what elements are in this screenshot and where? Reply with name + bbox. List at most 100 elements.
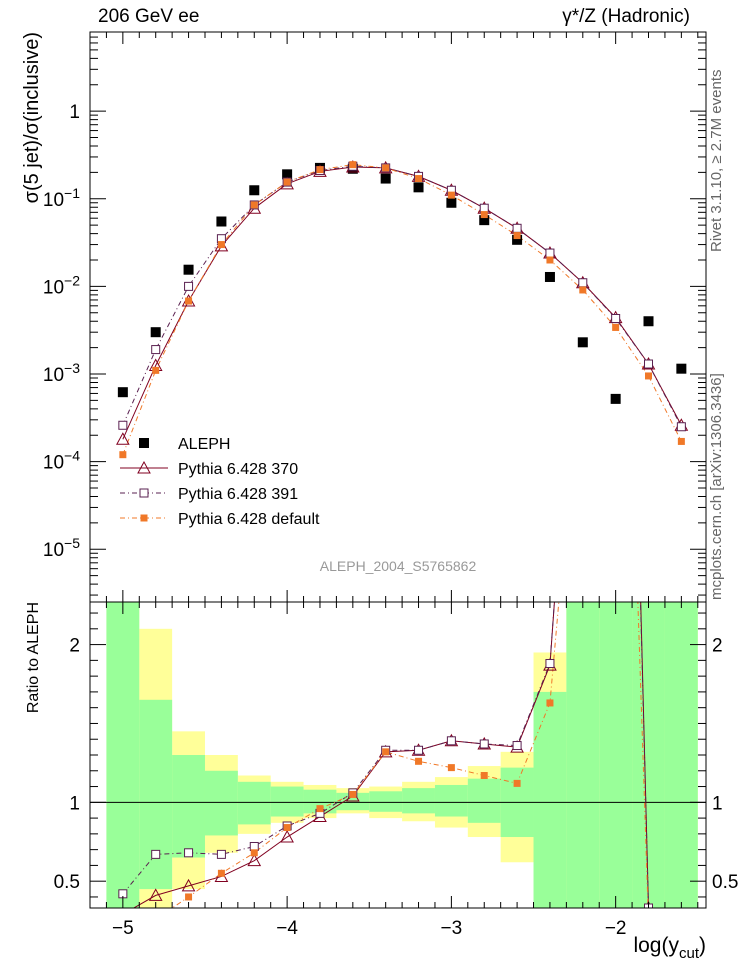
ratio-y-tick-label-right: 2 (712, 636, 723, 657)
analysis-id-label: ALEPH_2004_S5765862 (320, 558, 477, 574)
band-green-3 (204, 770, 238, 836)
point-pythia-6-428-default-0 (119, 451, 127, 459)
series-line-pythia-6-428-370 (122, 166, 682, 440)
ratio-point-pythia-6-428-default-8 (382, 748, 390, 756)
ratio-line-pythia-6-428-391 (122, 602, 650, 908)
legend-marker-pythia-6-428-370 (137, 460, 151, 474)
main-y-tick-label: 10−2 (43, 272, 80, 298)
ratio-point-pythia-6-428-default-3 (217, 869, 225, 877)
point-pythia-6-428-default-1 (152, 366, 160, 374)
band-green-14 (566, 602, 600, 908)
ratio-point-pythia-6-428-default-6 (316, 805, 324, 813)
band-green-16 (632, 602, 665, 908)
ratio-point-pythia-6-428-391-9 (414, 745, 424, 755)
ratio-point-pythia-6-428-default-13 (546, 699, 554, 707)
main-y-tick-label: 1 (69, 102, 80, 123)
point-pythia-6-428-default-11 (480, 211, 488, 219)
x-tick-label: −4 (276, 918, 298, 939)
point-pythia-6-428-391-2 (184, 281, 194, 291)
main-y-tick-label: 10−1 (43, 185, 80, 211)
x-axis-label: log(ycut) (633, 934, 706, 962)
point-aleph-14 (577, 337, 588, 348)
point-pythia-6-428-default-17 (677, 437, 685, 445)
point-pythia-6-428-default-5 (283, 178, 291, 186)
band-green-7 (336, 792, 370, 811)
point-pythia-6-428-default-6 (316, 166, 324, 174)
point-aleph-15 (610, 393, 621, 404)
point-pythia-6-428-391-17 (676, 422, 686, 432)
legend-marker-aleph (139, 438, 149, 448)
band-green-8 (369, 791, 403, 812)
point-aleph-12 (512, 234, 523, 245)
ratio-point-pythia-6-428-391-12 (512, 741, 522, 751)
band-green-6 (303, 789, 337, 814)
ratio-point-pythia-6-428-370-2 (181, 878, 196, 892)
point-pythia-6-428-default-14 (579, 286, 587, 294)
point-aleph-13 (544, 271, 555, 282)
ratio-point-pythia-6-428-391-10 (446, 736, 456, 746)
band-green-5 (270, 786, 304, 817)
ratio-point-pythia-6-428-370-5 (280, 829, 294, 843)
band-green-0 (106, 602, 140, 908)
point-pythia-6-428-default-12 (513, 232, 521, 240)
band-green-17 (664, 602, 698, 908)
x-tick-label: −5 (112, 918, 134, 939)
point-pythia-6-428-391-15 (611, 313, 621, 323)
legend-marker-pythia-6-428-391 (139, 488, 149, 498)
point-aleph-16 (643, 316, 654, 327)
point-aleph-8 (380, 173, 391, 184)
point-aleph-1 (150, 327, 161, 338)
point-pythia-6-428-default-7 (349, 161, 357, 169)
point-aleph-0 (117, 387, 128, 398)
ratio-point-pythia-6-428-370-4 (247, 853, 262, 867)
point-aleph-9 (413, 182, 424, 193)
ratio-y-tick-label-right: 0.5 (712, 872, 738, 893)
ratio-point-pythia-6-428-391-1 (151, 849, 161, 859)
point-pythia-6-428-default-15 (612, 323, 620, 331)
band-green-9 (402, 788, 435, 814)
legend-label-pythia-6-428-391: Pythia 6.428 391 (178, 486, 298, 503)
point-pythia-6-428-default-16 (645, 372, 653, 380)
ratio-point-pythia-6-428-370-14 (577, 197, 589, 208)
legend-label-aleph: ALEPH (178, 436, 230, 453)
point-aleph-2 (183, 264, 194, 275)
point-aleph-10 (446, 197, 457, 208)
ratio-point-pythia-6-428-391-14 (579, 199, 587, 207)
point-pythia-6-428-391-1 (151, 345, 161, 355)
band-green-2 (172, 755, 205, 858)
point-pythia-6-428-370-0 (116, 432, 130, 445)
main-y-tick-label: 10−3 (43, 360, 80, 386)
legend-marker-pythia-6-428-default (140, 514, 148, 522)
point-aleph-4 (249, 185, 260, 196)
ratio-line-pythia-6-428-default (171, 602, 649, 908)
ratio-point-pythia-6-428-default-4 (250, 849, 258, 857)
ratio-point-pythia-6-428-370-17 (675, 918, 687, 929)
series-line-pythia-6-428-391 (122, 165, 682, 427)
point-aleph-11 (479, 215, 490, 226)
point-pythia-6-428-default-9 (415, 175, 423, 183)
point-pythia-6-428-391-13 (545, 248, 555, 258)
ratio-point-pythia-6-428-391-2 (184, 848, 194, 858)
main-y-tick-label: 10−5 (43, 535, 80, 561)
ratio-point-pythia-6-428-default-7 (349, 790, 357, 798)
ratio-point-pythia-6-428-391-17 (677, 921, 685, 929)
point-pythia-6-428-391-16 (644, 359, 654, 369)
point-pythia-6-428-391-14 (578, 278, 588, 288)
ratio-point-pythia-6-428-391-4 (249, 841, 259, 851)
ratio-point-pythia-6-428-default-10 (447, 764, 455, 772)
main-y-tick-label: 10−4 (43, 448, 80, 474)
ratio-point-pythia-6-428-default-14 (579, 326, 586, 333)
ratio-point-pythia-6-428-391-13 (545, 659, 555, 669)
ratio-point-pythia-6-428-370-1 (148, 888, 163, 901)
ratio-point-pythia-6-428-default-5 (283, 824, 291, 832)
x-tick-label: −3 (441, 918, 463, 939)
ratio-point-pythia-6-428-default-11 (480, 772, 488, 780)
ratio-point-pythia-6-428-default-16 (645, 919, 652, 926)
point-pythia-6-428-default-3 (217, 241, 225, 249)
ratio-point-pythia-6-428-default-9 (415, 757, 423, 765)
point-pythia-6-428-391-12 (512, 223, 522, 233)
header-process-label: γ*/Z (Hadronic) (562, 6, 690, 27)
ratio-y-tick-label: 1 (69, 793, 80, 814)
ratio-line-pythia-6-428-370 (132, 602, 650, 908)
point-pythia-6-428-default-2 (185, 297, 193, 305)
